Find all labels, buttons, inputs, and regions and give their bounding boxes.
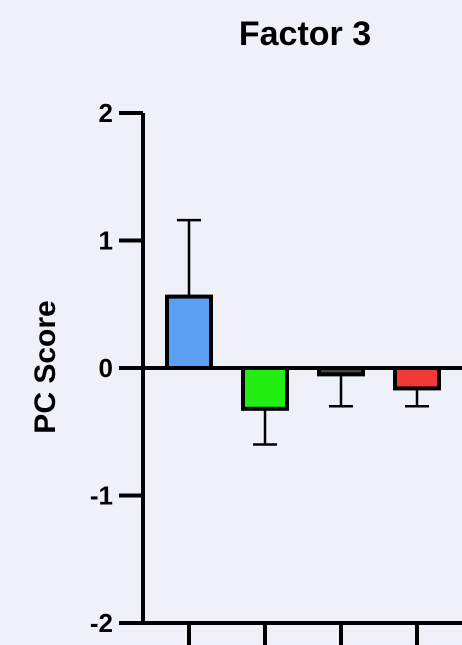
bar-group bbox=[165, 218, 213, 371]
y-tick-label: -1 bbox=[90, 481, 113, 511]
bar bbox=[241, 366, 289, 411]
bar-group bbox=[241, 366, 289, 446]
bar-group bbox=[393, 366, 441, 408]
bar-group bbox=[317, 366, 365, 408]
bar bbox=[165, 294, 213, 371]
y-axis-label: PC Score bbox=[29, 300, 62, 433]
y-tick-label: 0 bbox=[99, 353, 113, 383]
chart-title: Factor 3 bbox=[239, 15, 371, 53]
bars bbox=[165, 218, 441, 446]
bar bbox=[317, 366, 365, 377]
y-tick-label: 2 bbox=[99, 98, 113, 128]
y-tick-label: 1 bbox=[99, 226, 113, 256]
bar bbox=[393, 366, 441, 391]
axes: 2 1 0 -1 -2 bbox=[90, 98, 462, 645]
y-tick-label: -2 bbox=[90, 608, 113, 638]
